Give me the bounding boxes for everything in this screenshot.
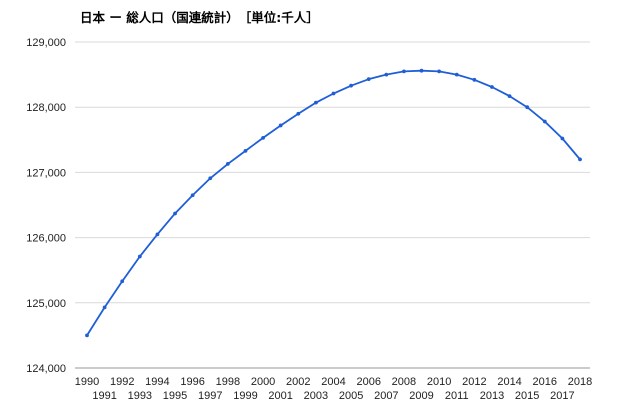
x-tick-label: 2007 — [374, 390, 398, 402]
x-tick-label: 1999 — [233, 390, 257, 402]
x-tick-label: 2015 — [515, 390, 539, 402]
data-point — [155, 232, 160, 237]
data-point — [578, 157, 582, 162]
x-tick-label: 1992 — [110, 376, 134, 388]
y-tick-label: 126,000 — [26, 233, 66, 245]
x-tick-label: 1993 — [128, 390, 152, 402]
x-tick-labels: 1990 1991 1992 1993 1994 1995 1996 1997 1998 1999… — [75, 376, 592, 402]
data-point — [85, 333, 89, 338]
x-tick-label: 1991 — [92, 390, 116, 402]
data-point — [120, 279, 125, 284]
y-tick-label: 124,000 — [26, 363, 66, 375]
x-tick-label: 2012 — [462, 376, 486, 388]
data-point — [331, 91, 336, 96]
x-tick-label: 2002 — [286, 376, 310, 388]
x-tick-label: 2009 — [409, 390, 433, 402]
x-tick-label: 2001 — [268, 390, 292, 402]
data-point — [402, 69, 406, 74]
data-point — [525, 105, 530, 110]
x-tick-label: 1994 — [145, 376, 169, 388]
x-tick-label: 2006 — [356, 376, 380, 388]
data-point — [173, 211, 177, 216]
data-point — [419, 68, 424, 73]
data-point — [278, 123, 283, 128]
x-tick-label: 2016 — [533, 376, 557, 388]
data-point — [437, 69, 442, 74]
x-tick-label: 2000 — [251, 376, 275, 388]
data-point — [490, 85, 494, 89]
data-point — [384, 72, 389, 77]
x-tick-label: 2018 — [568, 376, 592, 388]
x-tick-label: 1997 — [198, 390, 222, 402]
data-point — [296, 111, 301, 116]
x-tick-label: 1995 — [163, 390, 187, 402]
y-tick-labels: 124,000 125,000 126,000 127,000 128,000 129,0… — [26, 37, 66, 375]
x-tick-label: 1998 — [216, 376, 240, 388]
x-tick-label: 2003 — [304, 390, 328, 402]
data-point — [225, 162, 230, 166]
chart-title: 日本 ー 総人口（国連統計） ［単位:千人］ — [80, 10, 319, 25]
x-tick-label: 2005 — [339, 390, 363, 402]
series-line — [86, 69, 581, 336]
data-point — [560, 136, 565, 141]
data-point — [542, 119, 547, 124]
grid-lines — [75, 41, 590, 369]
data-point — [261, 135, 265, 140]
data-point — [349, 83, 354, 88]
x-tick-label: 2017 — [550, 390, 574, 402]
data-point — [454, 72, 459, 77]
x-tick-label: 2008 — [392, 376, 416, 388]
x-tick-label: 2014 — [497, 376, 521, 388]
data-point — [507, 94, 512, 99]
data-point — [366, 77, 371, 82]
data-point — [190, 193, 195, 198]
x-tick-label: 1990 — [75, 376, 99, 388]
data-point — [137, 254, 142, 259]
y-tick-label: 129,000 — [26, 37, 66, 49]
data-point — [472, 77, 477, 82]
x-tick-label: 2011 — [445, 390, 469, 402]
series-group — [85, 68, 582, 338]
y-tick-label: 127,000 — [26, 167, 66, 179]
data-point — [102, 305, 107, 310]
x-tick-label: 1996 — [180, 376, 204, 388]
x-tick-label: 2010 — [427, 376, 451, 388]
x-tick-label: 2013 — [480, 390, 504, 402]
x-tick-label: 2004 — [321, 376, 345, 388]
data-point — [208, 176, 213, 181]
y-tick-label: 125,000 — [26, 298, 66, 310]
data-point — [313, 100, 318, 105]
y-tick-label: 128,000 — [26, 102, 66, 114]
data-point — [243, 148, 248, 153]
